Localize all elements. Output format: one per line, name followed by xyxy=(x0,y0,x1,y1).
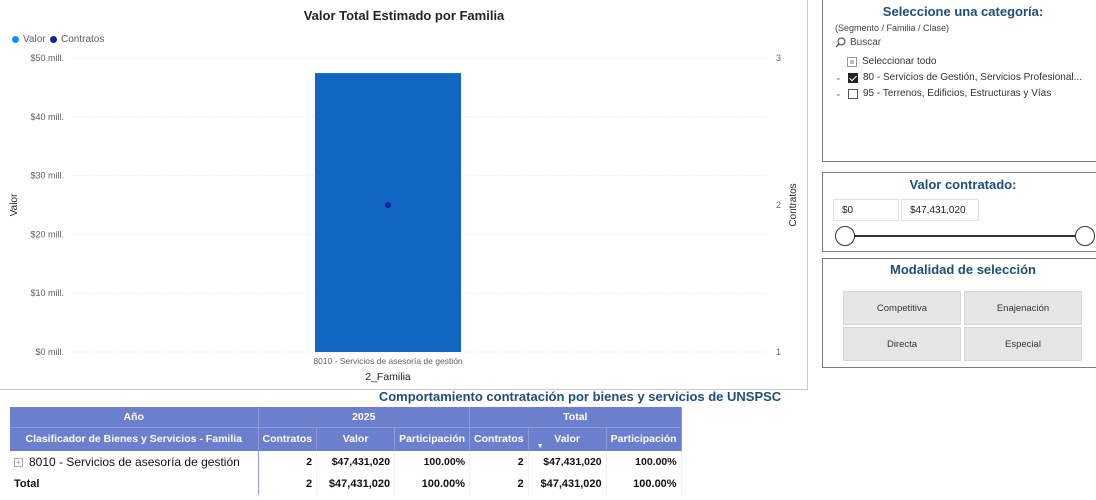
category-filter-title: Seleccione una categoría: xyxy=(882,4,1044,19)
slider-min-handle[interactable] xyxy=(835,226,855,246)
table-title: Comportamiento contratación por bienes y… xyxy=(378,389,782,404)
search-placeholder: Buscar xyxy=(850,37,882,48)
table-cell: 2 xyxy=(258,451,318,473)
slider-max-handle[interactable] xyxy=(1075,226,1095,246)
category-item-80[interactable]: ⌄ 80 - Servicios de Gestión, Servicios P… xyxy=(835,72,1082,83)
select-all-option[interactable]: Seleccionar todo xyxy=(847,56,937,67)
modality-especial-button[interactable]: Especial xyxy=(964,327,1082,361)
category-item-label: 80 - Servicios de Gestión, Servicios Pro… xyxy=(863,72,1082,83)
legend-label: Contratos xyxy=(61,34,105,45)
column-header[interactable]: Contratos xyxy=(258,427,318,451)
x-axis-label: 2_Familia xyxy=(365,371,411,383)
table-row[interactable]: +8010 - Servicios de asesoría de gestión… xyxy=(10,451,682,473)
expand-icon[interactable]: + xyxy=(14,458,23,468)
category-filter-subtitle: (Segmento / Familia / Clase) xyxy=(835,23,950,33)
x-tick-label: 8010 - Servicios de asesoría de gestión xyxy=(313,356,463,366)
header-total: Total xyxy=(469,407,682,428)
point-contratos xyxy=(385,202,391,208)
table-cell: 2 xyxy=(258,473,318,495)
y-axis-label: Valor xyxy=(9,193,20,216)
value-min-input[interactable]: $0 xyxy=(833,199,899,221)
value-max-input[interactable]: $47,431,020 xyxy=(901,199,979,221)
modality-enajenacion-button[interactable]: Enajenación xyxy=(964,291,1082,325)
row-label: 8010 - Servicios de asesoría de gestión xyxy=(29,455,240,469)
header-year: 2025 xyxy=(258,407,471,428)
legend-dot-icon xyxy=(12,36,19,43)
value-slider-track[interactable] xyxy=(845,235,1085,237)
column-header[interactable]: Valor xyxy=(316,427,396,451)
table-cell: $47,431,020 xyxy=(528,473,607,495)
table-cell: $47,431,020 xyxy=(316,451,396,473)
legend-dot-icon xyxy=(50,36,57,43)
column-header[interactable]: Contratos xyxy=(469,427,529,451)
column-header-label: Valor xyxy=(554,433,580,446)
category-item-95[interactable]: ⌄ 95 - Terrenos, Edificios, Estructuras … xyxy=(835,88,1051,99)
value-filter-title: Valor contratado: xyxy=(909,177,1017,192)
modality-directa-button[interactable]: Directa xyxy=(843,327,961,361)
category-filter-panel: Seleccione una categoría: (Segmento / Fa… xyxy=(822,0,1096,162)
modality-competitiva-button[interactable]: Competitiva xyxy=(843,291,961,325)
table-cell: $47,431,020 xyxy=(316,473,396,495)
search-icon xyxy=(835,37,846,48)
total-row: Total 2 $47,431,020 100.00% 2 $47,431,02… xyxy=(10,473,682,495)
category-search-box[interactable]: Buscar xyxy=(835,37,881,48)
modality-title: Modalidad de selección xyxy=(890,262,1036,277)
y-tick-label: $30 mill. xyxy=(30,171,64,181)
table-cell: 100.00% xyxy=(606,473,682,495)
chevron-down-icon[interactable]: ⌄ xyxy=(835,89,842,98)
legend-item-contratos[interactable]: Contratos xyxy=(50,34,104,45)
y2-axis-label: Contratos xyxy=(788,183,799,226)
checkbox-unchecked-icon[interactable] xyxy=(848,88,858,99)
unspsc-matrix-table: Año 2025 Total Clasificador de Bienes y … xyxy=(10,407,682,495)
header-year-label: Año xyxy=(10,407,259,428)
total-label: Total xyxy=(10,473,259,495)
y-tick-label: $0 mill. xyxy=(35,347,64,357)
modality-panel: Modalidad de selección Competitiva Enaje… xyxy=(822,258,1096,368)
sort-descending-icon: ▼ xyxy=(536,442,544,450)
legend-label: Valor xyxy=(23,34,46,45)
table-cell: 2 xyxy=(469,473,529,495)
column-header[interactable]: Participación xyxy=(394,427,471,451)
table-cell: 100.00% xyxy=(606,451,682,473)
y-tick-label: $20 mill. xyxy=(30,229,64,239)
bar-valor xyxy=(315,73,461,353)
chart-title: Valor Total Estimado por Familia xyxy=(303,8,505,23)
y2-tick-label: 3 xyxy=(776,53,781,63)
column-header[interactable]: Participación xyxy=(606,427,682,451)
y-tick-label: $50 mill. xyxy=(30,53,64,63)
checkbox-checked-icon[interactable] xyxy=(848,72,858,83)
legend-item-valor[interactable]: Valor xyxy=(12,34,46,45)
checkbox-partial-icon[interactable] xyxy=(847,56,857,67)
category-item-label: 95 - Terrenos, Edificios, Estructuras y … xyxy=(863,88,1052,99)
y-tick-label: $10 mill. xyxy=(30,288,64,298)
table-cell: 100.00% xyxy=(394,451,471,473)
table-cell: 2 xyxy=(469,451,529,473)
table-cell: 100.00% xyxy=(394,473,471,495)
chart-panel: $0 mill. $10 mill. $20 mill. $30 mill. $40 m… xyxy=(0,0,808,390)
table-cell: $47,431,020 xyxy=(528,451,607,473)
chart-canvas: $0 mill. $10 mill. $20 mill. $30 mill. $40 m… xyxy=(9,53,799,383)
column-header-sorted[interactable]: Valor ▼ xyxy=(528,427,607,451)
y2-tick-label: 2 xyxy=(776,200,781,210)
value-filter-panel: Valor contratado: $0 $47,431,020 xyxy=(822,172,1096,252)
column-header[interactable]: Clasificador de Bienes y Servicios - Fam… xyxy=(10,427,259,451)
row-label-cell[interactable]: +8010 - Servicios de asesoría de gestión xyxy=(10,451,259,473)
y-tick-label: $40 mill. xyxy=(30,112,64,122)
select-all-label: Seleccionar todo xyxy=(862,56,937,67)
y2-tick-label: 1 xyxy=(776,347,781,357)
chevron-down-icon[interactable]: ⌄ xyxy=(835,73,842,82)
